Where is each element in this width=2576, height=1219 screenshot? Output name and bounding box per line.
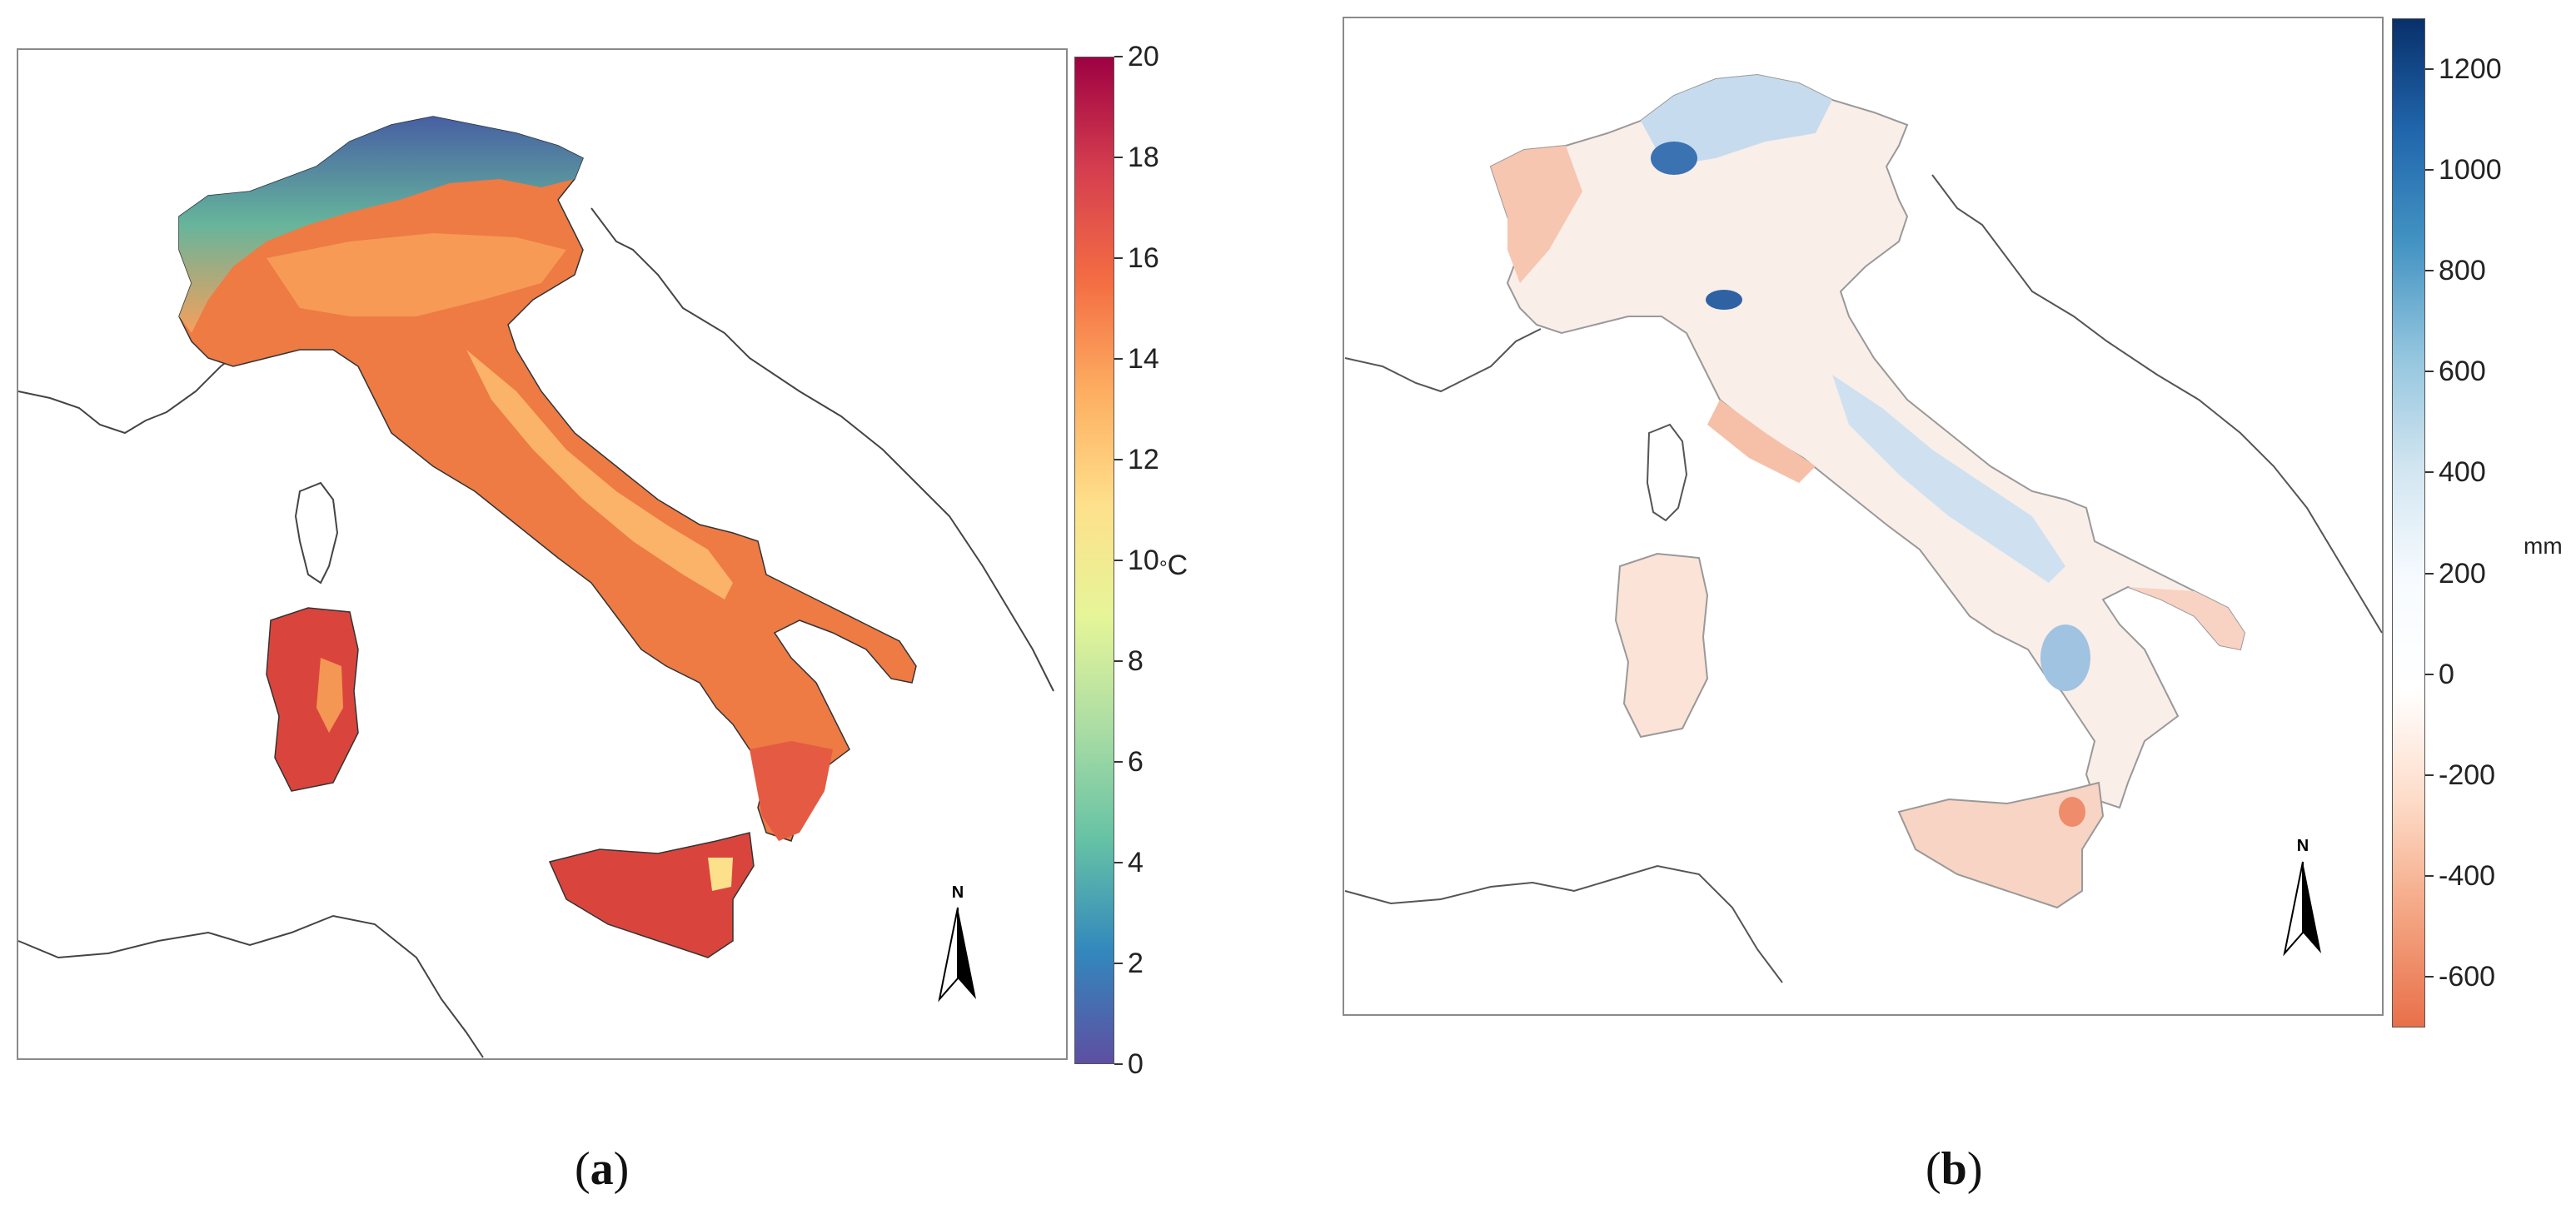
caption-b-letter: b (1941, 1143, 1967, 1195)
colorbar-tick-label: 20 (1128, 41, 1159, 72)
temperature-unit: °C (1159, 550, 1188, 582)
colorbar-tick-mark (1114, 257, 1123, 259)
colorbar-tick-label: 1200 (2439, 52, 2502, 85)
colorbar-tick-mark (1114, 560, 1123, 561)
colorbar-tick-mark (2425, 67, 2434, 70)
wet-apennines (1832, 375, 2065, 583)
celsius-letter: C (1167, 550, 1188, 581)
sicily (1897, 781, 2105, 909)
caption-b-close: ) (1966, 1143, 1983, 1195)
colorbar-tick-mark (1114, 56, 1123, 57)
colorbar-tick-label: 18 (1128, 142, 1159, 173)
precipitation-map: N (1344, 73, 2383, 983)
colorbar-tick-mark (2425, 168, 2434, 171)
colorbar-tick-label: 2 (1128, 948, 1144, 979)
north-label: N (2297, 837, 2309, 855)
africa-coastline (17, 914, 484, 1058)
degree-symbol: ° (1159, 557, 1168, 580)
colorbar-tick-label: 10 (1128, 545, 1159, 576)
colorbar-tick-label: 200 (2439, 557, 2486, 590)
colorbar-tick-mark (1114, 1063, 1123, 1065)
colorbar-tick-label: 8 (1128, 645, 1144, 677)
caption-a-open: ( (575, 1143, 590, 1195)
temperature-map: N (17, 116, 1054, 1058)
sicily (548, 832, 755, 958)
apennines (466, 350, 733, 600)
north-label: N (952, 883, 964, 902)
colorbar-tick-label: 4 (1128, 847, 1144, 878)
balkan-coastline (590, 207, 1054, 692)
balkan-coastline (1931, 174, 2383, 634)
colorbar-tick-mark (2425, 774, 2434, 776)
colorbar-tick-mark (2425, 875, 2434, 878)
colorbar-tick-label: 600 (2439, 356, 2486, 388)
colorbar-tick-mark (2425, 976, 2434, 978)
dry-tyrrhenian (1707, 400, 1816, 483)
etna (708, 858, 733, 891)
dry-puglia (2128, 587, 2245, 649)
corsica (1646, 423, 1688, 522)
colorbar-tick-label: 6 (1128, 746, 1144, 778)
colorbar-tick-mark (2425, 371, 2434, 373)
colorbar-tick-mark (2425, 673, 2434, 675)
mm-unit: mm (2524, 533, 2563, 559)
caption-a-close: ) (613, 1143, 630, 1195)
colorbar-tick-label: -600 (2439, 961, 2496, 993)
colorbar-tick-mark (1114, 157, 1123, 158)
surrounding-coastline (1344, 328, 1542, 393)
sardinia (1614, 552, 1709, 739)
sardinia (266, 607, 359, 792)
caption-b: (b) (1926, 1142, 1982, 1196)
north-arrow-icon (938, 907, 976, 1003)
po-valley (267, 233, 566, 316)
alps-region (179, 117, 583, 333)
dry-northwest (1491, 146, 1582, 283)
colorbar-tick-label: 0 (1128, 1048, 1144, 1080)
colorbar-tick-label: 0 (2439, 658, 2454, 690)
caption-a: (a) (575, 1142, 629, 1196)
precipitation-unit: mm (2524, 533, 2563, 560)
colorbar-tick-mark (1114, 862, 1123, 863)
colorbar-tick-mark (2425, 270, 2434, 271)
calabria (750, 741, 833, 841)
temperature-colorbar (1074, 57, 1114, 1064)
colorbar-tick-label: -200 (2439, 759, 2496, 791)
colorbar-tick-label: 400 (2439, 456, 2486, 489)
north-arrow-icon (2283, 861, 2321, 957)
colorbar-tick-mark (2425, 471, 2434, 474)
corsica (294, 481, 339, 585)
caption-b-open: ( (1926, 1143, 1941, 1195)
dry-etna (2059, 797, 2085, 827)
sardinia-highlands (316, 658, 343, 733)
wet-alps (1641, 75, 1832, 167)
precipitation-colorbar (2392, 18, 2425, 1027)
colorbar-tick-label: 12 (1128, 444, 1159, 475)
colorbar-tick-mark (1114, 660, 1123, 662)
colorbar-tick-label: 14 (1128, 343, 1159, 375)
wet-peak-north (1651, 142, 1697, 175)
caption-a-letter: a (590, 1143, 614, 1195)
colorbar-tick-mark (2425, 572, 2434, 575)
colorbar-tick-mark (1114, 761, 1123, 763)
colorbar-tick-label: 16 (1128, 242, 1159, 274)
wet-calabria (2040, 624, 2090, 691)
wet-spot-ligurian (1706, 290, 1742, 310)
colorbar-tick-mark (1114, 358, 1123, 360)
colorbar-tick-mark (1114, 459, 1123, 460)
colorbar-tick-label: 1000 (2439, 153, 2502, 186)
africa-coastline (1344, 864, 1783, 983)
surrounding-coastline (17, 353, 238, 435)
colorbar-tick-mark (1114, 963, 1123, 964)
colorbar-tick-label: -400 (2439, 860, 2496, 893)
colorbar-tick-label: 800 (2439, 255, 2486, 286)
